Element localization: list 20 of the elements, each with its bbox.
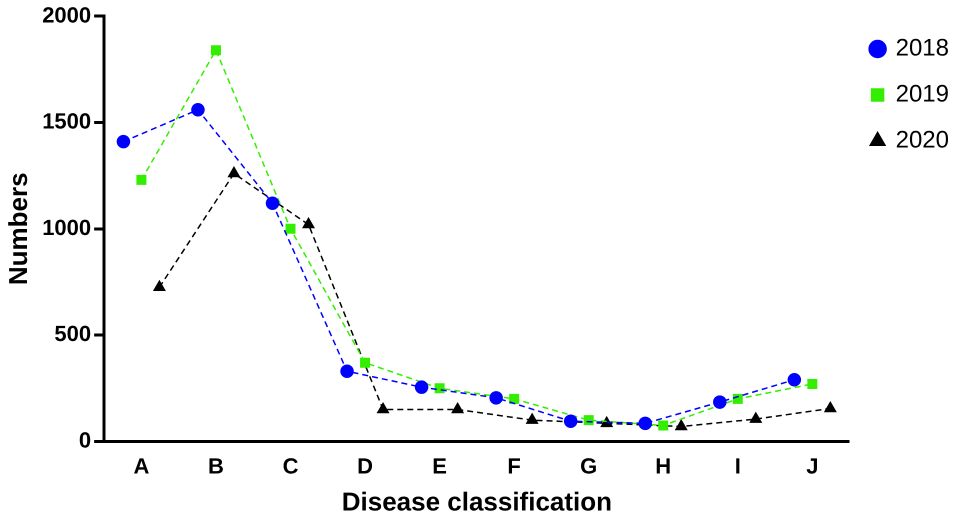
x-tick-label: J	[806, 454, 818, 479]
legend-label: 2019	[896, 80, 949, 108]
y-tick-label: 1500	[42, 108, 92, 134]
y-tick-label: 0	[78, 427, 92, 452]
x-tick-label: C	[282, 454, 299, 479]
y-tick-label: 500	[54, 321, 92, 346]
x-tick-label: D	[357, 454, 373, 479]
legend-label: 2018	[896, 34, 949, 62]
y-axis-title: Numbers	[2, 172, 33, 286]
x-tick-label: I	[734, 454, 741, 479]
legend-label: 2020	[896, 126, 949, 154]
x-tick-label: E	[432, 454, 447, 479]
y-tick-label: 2000	[42, 2, 92, 28]
x-tick-label: F	[507, 454, 521, 479]
x-tick-label: G	[580, 454, 598, 479]
y-tick-label: 1000	[42, 214, 92, 240]
x-tick-label: A	[133, 454, 150, 479]
x-tick-label: B	[208, 454, 224, 479]
x-tick-label: H	[655, 454, 672, 479]
x-axis-title: Disease classification	[342, 486, 612, 517]
